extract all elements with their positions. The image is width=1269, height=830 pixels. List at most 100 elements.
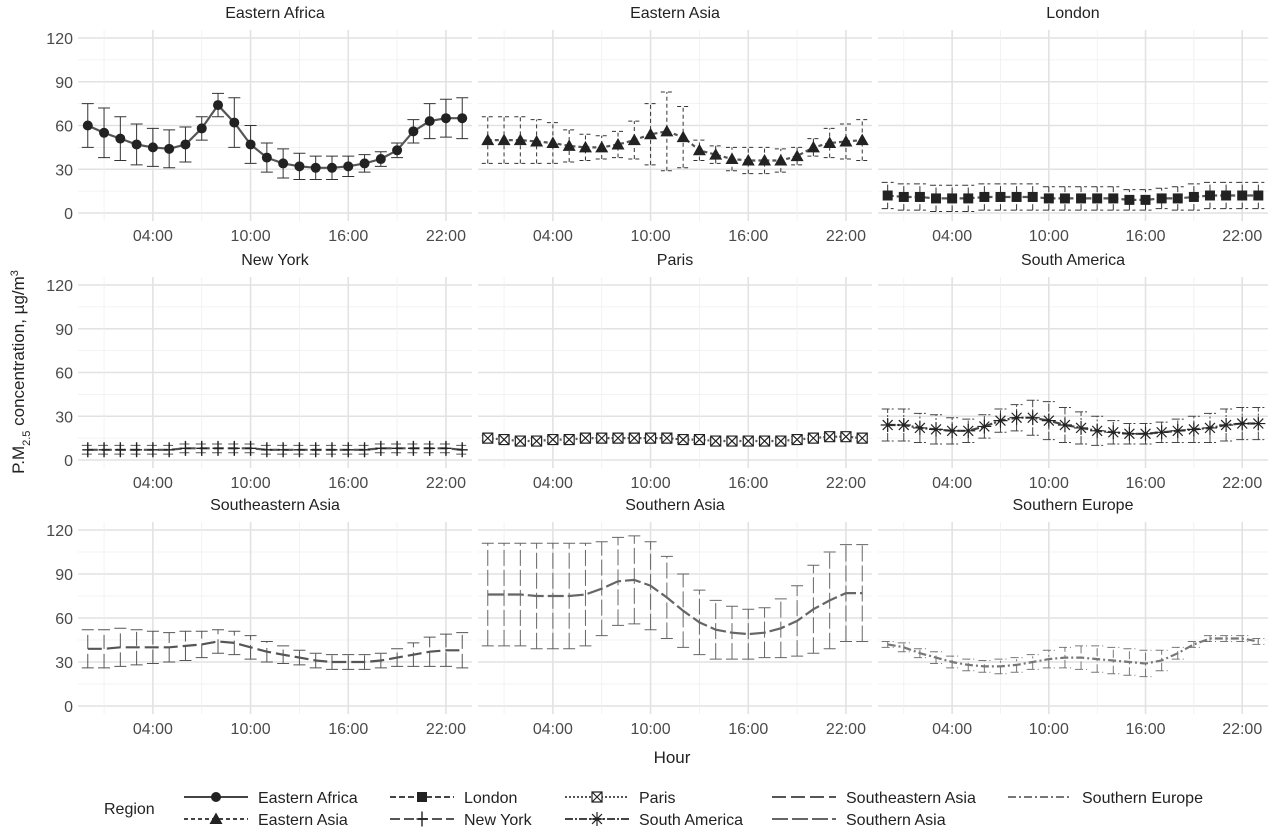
data-point [164, 143, 175, 154]
data-point [1219, 418, 1234, 432]
y-axis-title-subscript: 2.5 [21, 431, 33, 446]
facet-panels: Eastern Africa 0 30 60 90 120 04:00 10:00 16:00 2… [46, 5, 1268, 738]
data-point [1188, 191, 1199, 202]
data-point [1138, 426, 1153, 441]
x-tick-label: 10:00 [631, 721, 671, 738]
legend-item-eastern-africa: Eastern Africa [184, 790, 358, 807]
data-point [880, 418, 895, 432]
data-point [342, 442, 354, 458]
x-axis-title: Hour [654, 748, 691, 767]
y-tick-label: 0 [64, 206, 73, 223]
data-point [596, 432, 608, 444]
error-bar [325, 654, 338, 670]
legend-label: Paris [639, 790, 675, 807]
data-point [147, 142, 158, 153]
error-bar [725, 146, 738, 172]
panel-new-york: New York 0 30 60 90 120 04:00 10:00 16:00 22:00 [46, 252, 472, 492]
panel-title: South America [1021, 252, 1125, 269]
data-point [261, 442, 273, 458]
data-point [1090, 423, 1105, 438]
data-point [424, 116, 435, 127]
legend-item-new-york: New York [390, 811, 533, 829]
data-point [612, 432, 624, 444]
series-line [887, 637, 1259, 668]
data-point [758, 154, 772, 166]
legend-item-paris: Paris [565, 790, 675, 807]
data-point [1043, 193, 1054, 204]
error-bar [342, 654, 355, 670]
y-tick-label: 90 [55, 322, 73, 339]
data-point [578, 140, 592, 153]
x-tick-label: 22:00 [426, 721, 466, 738]
data-point [456, 442, 468, 458]
data-point [131, 442, 143, 458]
x-tick-label: 16:00 [328, 721, 368, 738]
x-tick-label: 22:00 [1222, 475, 1262, 492]
x-tick-label: 04:00 [133, 228, 173, 245]
data-points [880, 410, 1266, 441]
data-point [896, 418, 911, 432]
data-point [774, 154, 788, 166]
x-tick-label: 04:00 [932, 721, 972, 738]
x-tick-label: 04:00 [932, 475, 972, 492]
x-tick-label: 22:00 [1222, 228, 1262, 245]
data-points [481, 124, 869, 166]
data-point [979, 191, 990, 202]
legend-item-southeastern-asia: Southeastern Asia [772, 790, 976, 807]
y-tick-label: 30 [55, 655, 73, 672]
error-bar [146, 630, 159, 664]
legend-label: Eastern Asia [258, 812, 348, 829]
error-bar [677, 573, 690, 648]
data-point [498, 433, 510, 446]
data-point [963, 193, 974, 204]
error-bar [579, 133, 592, 161]
error-bar [163, 632, 176, 663]
data-point [692, 143, 706, 156]
data-point [82, 442, 94, 458]
x-tick-label: 10:00 [631, 228, 671, 245]
x-tick-label: 22:00 [426, 475, 466, 492]
error-bar [81, 629, 94, 669]
x-tick-label: 16:00 [728, 721, 768, 738]
data-point [995, 191, 1006, 202]
data-point [147, 442, 159, 458]
error-bars [481, 535, 869, 660]
error-bar [856, 544, 869, 642]
data-point [1124, 194, 1135, 205]
error-bar [439, 633, 452, 667]
error-bar [1107, 646, 1120, 675]
data-point [1251, 416, 1266, 431]
error-bar [1123, 648, 1136, 676]
data-point [1237, 190, 1248, 201]
y-tick-label: 60 [55, 366, 73, 383]
data-point [1011, 191, 1022, 202]
x-tick-label: 10:00 [231, 721, 271, 738]
x-tick-label: 22:00 [426, 228, 466, 245]
y-tick-label: 90 [55, 75, 73, 92]
error-bar [856, 119, 869, 161]
data-point [229, 117, 240, 128]
data-point [611, 137, 625, 150]
x-tick-label: 04:00 [533, 721, 573, 738]
data-point [1106, 425, 1121, 440]
data-point [806, 140, 820, 153]
data-point [947, 193, 958, 204]
error-bar [498, 542, 511, 647]
error-bar [98, 629, 111, 669]
data-point [1235, 416, 1250, 431]
panel-title: Southern Asia [625, 497, 725, 514]
data-point [531, 435, 543, 447]
error-bar [1187, 415, 1200, 443]
data-point [709, 148, 723, 160]
x-tick-label: 22:00 [826, 228, 866, 245]
panel-london: London 04:00 10:00 16:00 22:00 [878, 5, 1268, 245]
panel-title: New York [241, 252, 310, 269]
data-point [1204, 190, 1215, 201]
data-point [993, 413, 1008, 428]
data-point [1041, 413, 1056, 428]
legend-item-eastern-asia: Eastern Asia [184, 812, 348, 829]
data-point [1253, 190, 1264, 201]
data-point [359, 158, 370, 169]
x-tick-label: 10:00 [1029, 228, 1069, 245]
panel-title: Southeastern Asia [210, 497, 340, 514]
